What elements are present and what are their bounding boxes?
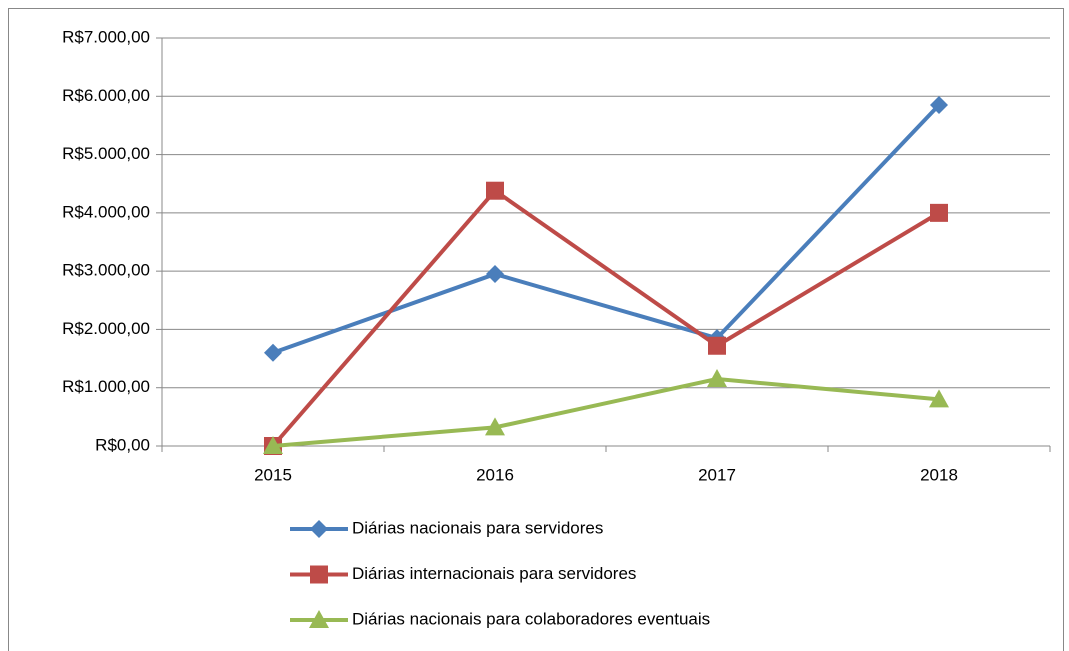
- legend-marker: [310, 520, 328, 538]
- legend-marker: [309, 610, 329, 628]
- data-point: [707, 368, 727, 387]
- y-tick-label: R$2.000,00: [62, 319, 150, 338]
- data-point: [486, 181, 504, 200]
- data-point: [930, 203, 948, 222]
- data-point: [263, 436, 283, 454]
- y-tick-label: R$0,00: [95, 435, 150, 454]
- y-tick-label: R$5.000,00: [62, 144, 150, 163]
- y-tick-label: R$6.000,00: [62, 86, 150, 105]
- data-point: [930, 96, 948, 115]
- y-tick-label: R$1.000,00: [62, 377, 150, 396]
- x-tick-label: 2015: [254, 465, 292, 484]
- legend-marker: [310, 565, 328, 584]
- legend-label: Diárias nacionais para servidores: [352, 518, 603, 537]
- series-line: [272, 103, 941, 355]
- series-line: [272, 376, 940, 448]
- legend-label: Diárias internacionais para servidores: [352, 564, 636, 583]
- series-line: [271, 188, 941, 448]
- x-tick-label: 2017: [698, 465, 736, 484]
- data-point: [929, 389, 949, 408]
- y-tick-label: R$3.000,00: [62, 261, 150, 280]
- data-point: [708, 336, 726, 355]
- x-tick-label: 2018: [920, 465, 958, 484]
- x-tick-label: 2016: [476, 465, 514, 484]
- legend-label: Diárias nacionais para colaboradores eve…: [352, 609, 710, 628]
- data-point: [485, 417, 505, 436]
- data-point: [264, 343, 282, 362]
- y-tick-label: R$7.000,00: [62, 27, 150, 46]
- y-tick-label: R$4.000,00: [62, 202, 150, 221]
- data-point: [486, 265, 504, 284]
